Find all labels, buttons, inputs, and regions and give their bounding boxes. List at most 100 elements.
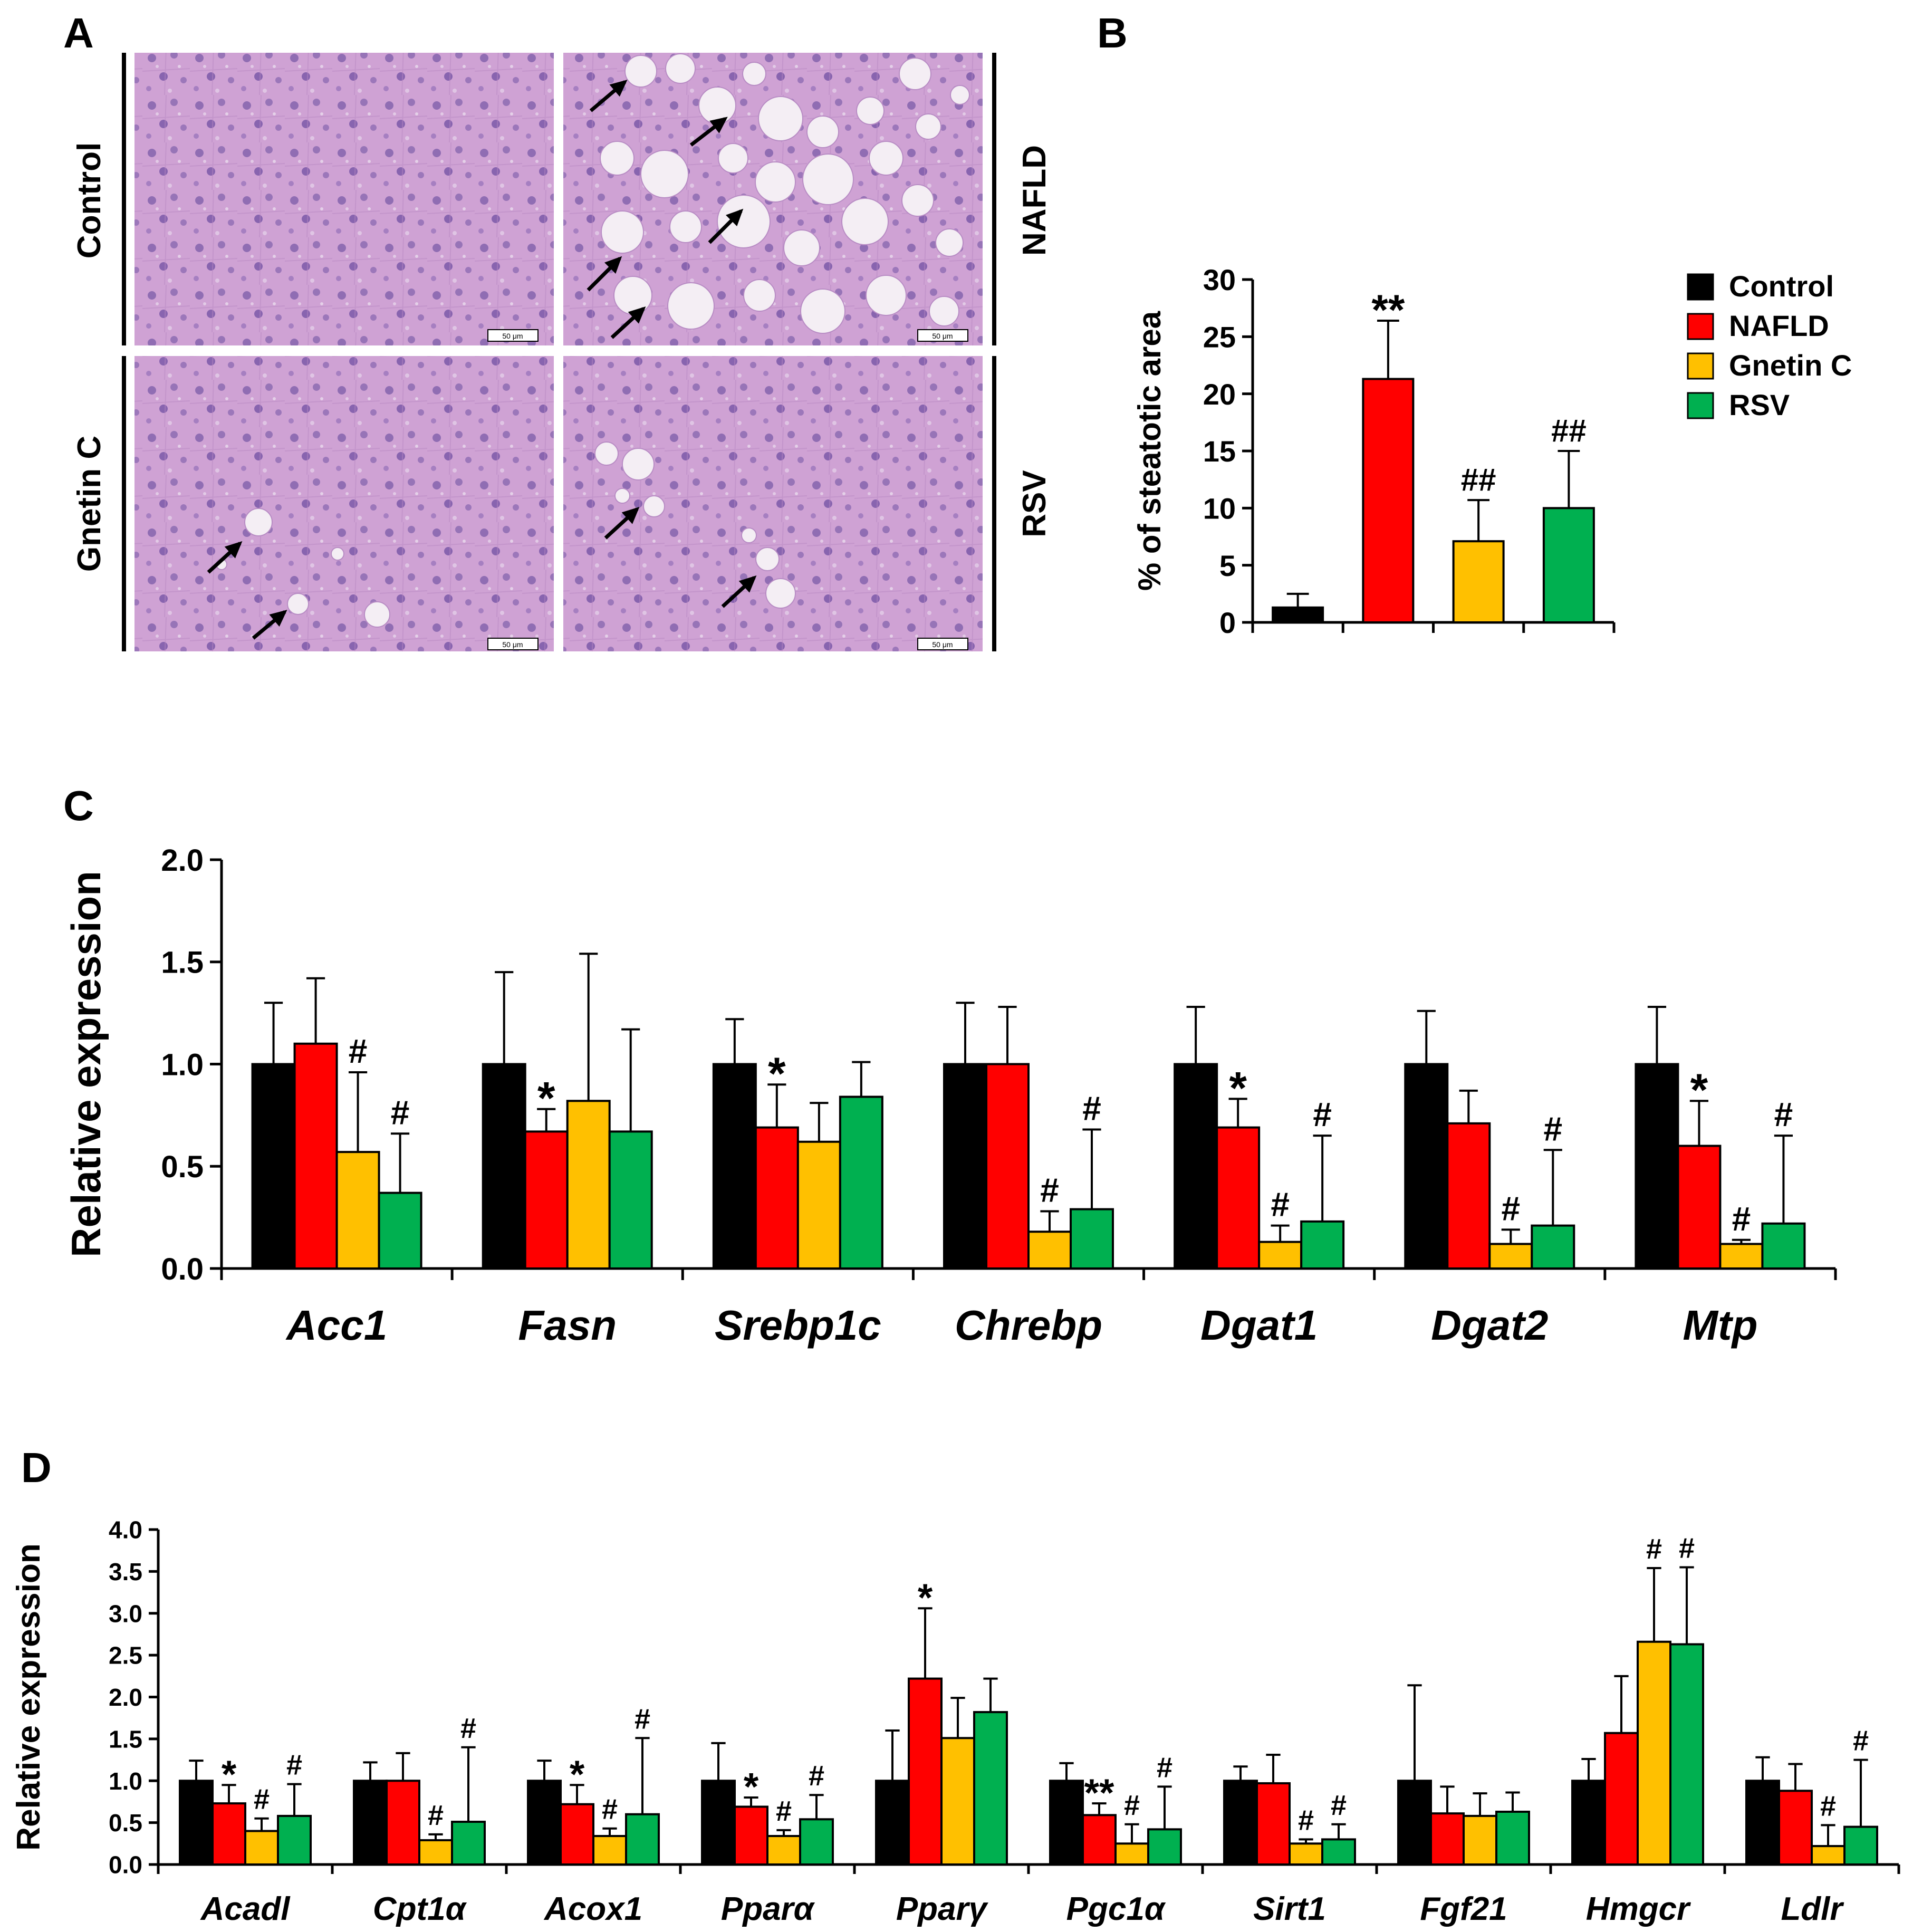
chart-c-significance-label: # — [391, 1093, 410, 1131]
chart-d-significance-label: # — [1820, 1790, 1836, 1822]
lipid-vacuole — [742, 62, 766, 86]
lipid-vacuole — [915, 113, 941, 140]
lipid-vacuole — [856, 97, 885, 125]
chart-d-significance-label: # — [1853, 1725, 1869, 1757]
chart-d-category-label: Fgf21 — [1420, 1891, 1507, 1927]
chart-d-bar — [1604, 1732, 1639, 1866]
chart-c-category-label: Chrebp — [955, 1302, 1102, 1349]
scale-bar — [917, 329, 968, 342]
lipid-vacuole — [331, 547, 344, 561]
chart-b-bar — [1362, 378, 1415, 623]
lipid-vacuole — [614, 488, 630, 504]
chart-d-bar — [1843, 1825, 1878, 1866]
chart-d-significance-label: # — [1157, 1752, 1172, 1783]
chart-d-y-tick-label: 1.0 — [109, 1767, 142, 1795]
panel-label-b: B — [1097, 9, 1128, 56]
lipid-vacuole — [755, 161, 796, 203]
arrow-head-icon — [609, 80, 628, 97]
chart-c-bar — [293, 1042, 338, 1270]
chart-c-bar — [1719, 1243, 1764, 1270]
chart-d-bar — [1745, 1780, 1780, 1866]
chart-d-significance-label: * — [570, 1753, 585, 1796]
chart-c-y-tick-label: 0.0 — [161, 1252, 204, 1286]
scale-bar — [917, 638, 968, 650]
chart-c-bar — [251, 1063, 296, 1270]
arrow-head-icon — [738, 575, 757, 593]
chart-d-bar — [1637, 1640, 1671, 1866]
chart-d-significance-label: # — [809, 1760, 824, 1792]
histology-image-control — [134, 53, 554, 345]
chart-c-category-label: Dgat2 — [1431, 1302, 1548, 1349]
chart-d-y-tick-label: 1.5 — [109, 1725, 142, 1753]
lipid-vacuole — [806, 116, 839, 148]
chart-c-significance-label: # — [1501, 1189, 1520, 1227]
chart-d-significance-label: ** — [1084, 1772, 1114, 1814]
chart-b-bar — [1272, 606, 1324, 624]
legend-label-nafld: NAFLD — [1729, 309, 1829, 342]
chart-d-significance-label: # — [635, 1703, 650, 1735]
chart-c-bar — [839, 1095, 883, 1270]
chart-c-y-tick-label: 1.5 — [161, 946, 204, 980]
chart-c-y-tick-label: 0.5 — [161, 1150, 204, 1184]
chart-d-category-label: Pparα — [721, 1891, 815, 1927]
chart-d-bar — [1049, 1780, 1084, 1866]
chart-b-bar — [1452, 540, 1505, 623]
chart-d-bar — [277, 1814, 312, 1866]
chart-c-significance-label: * — [768, 1049, 786, 1099]
chart-c-bar — [1300, 1220, 1345, 1270]
legend-label-control: Control — [1729, 270, 1834, 303]
lipid-vacuole — [643, 495, 665, 517]
chart-d-bar — [734, 1805, 768, 1866]
chart-c-significance-label: # — [1271, 1186, 1290, 1224]
chart-d-bar — [1811, 1845, 1846, 1866]
legend-swatch-nafld — [1687, 313, 1714, 340]
chart-c-bar — [1070, 1208, 1114, 1270]
arrow-head-icon — [269, 610, 287, 627]
lipid-vacuole — [364, 601, 390, 628]
chart-d-bar — [592, 1835, 627, 1866]
chart-d-category-label: Acox1 — [543, 1891, 642, 1927]
chart-d-significance-label: # — [1331, 1790, 1347, 1821]
chart-lipid-metabolism-genes: 0.0 0.5 1.0 1.5 2.0 2.5 3.0 3.5 4.0 Relative expr… — [11, 1516, 1900, 1927]
legend-swatch-gnetin-c — [1687, 352, 1714, 380]
histology-label-rsv: RSV — [1016, 470, 1053, 537]
chart-d-significance-label: * — [744, 1766, 759, 1809]
scale-bar — [487, 329, 539, 342]
chart-d-category-label: Sirt1 — [1253, 1891, 1326, 1927]
chart-d-y-tick-label: 3.0 — [109, 1600, 142, 1627]
chart-c-bar — [1531, 1224, 1575, 1270]
lipid-vacuole — [866, 275, 907, 316]
chart-d-y-tick-label: 3.5 — [109, 1558, 142, 1585]
chart-c-bar — [1027, 1231, 1072, 1270]
chart-d-bar — [179, 1780, 214, 1866]
lipid-vacuole — [622, 448, 655, 480]
legend-label-rsv: RSV — [1729, 388, 1790, 421]
chart-c-significance-label: * — [537, 1073, 555, 1124]
chart-c-bar — [1446, 1122, 1491, 1270]
histology-image-rsv — [563, 356, 983, 651]
chart-d-bar — [1397, 1780, 1432, 1866]
chart-c-category-label: Fasn — [518, 1302, 617, 1349]
scale-bar-label: 50 μm — [932, 332, 953, 340]
chart-d-category-label: Hmgcr — [1586, 1891, 1691, 1927]
arrow-head-icon — [709, 117, 728, 133]
chart-c-bar — [943, 1063, 987, 1270]
chart-c-bar — [1216, 1126, 1261, 1270]
chart-d-bar — [386, 1780, 420, 1866]
lipid-vacuole — [698, 86, 736, 124]
chart-d-significance-label: # — [254, 1784, 270, 1815]
lipid-vacuole — [841, 198, 889, 245]
chart-d-bar — [701, 1780, 736, 1866]
chart-b-y-axis-label: % of steatotic area — [1132, 311, 1167, 591]
chart-d-bar — [799, 1818, 834, 1866]
chart-c-bar — [1677, 1145, 1722, 1270]
chart-c-bar — [335, 1151, 380, 1270]
chart-c-category-label: Mtp — [1683, 1302, 1757, 1349]
chart-c-significance-label: # — [1774, 1095, 1793, 1133]
chart-b-bar — [1542, 507, 1595, 623]
lipid-vacuole — [950, 85, 970, 105]
arrow-head-icon — [621, 506, 640, 524]
lipid-vacuole — [244, 508, 273, 536]
chart-d-bar — [1571, 1780, 1606, 1866]
chart-b-y-tick-label: 20 — [1203, 378, 1236, 411]
